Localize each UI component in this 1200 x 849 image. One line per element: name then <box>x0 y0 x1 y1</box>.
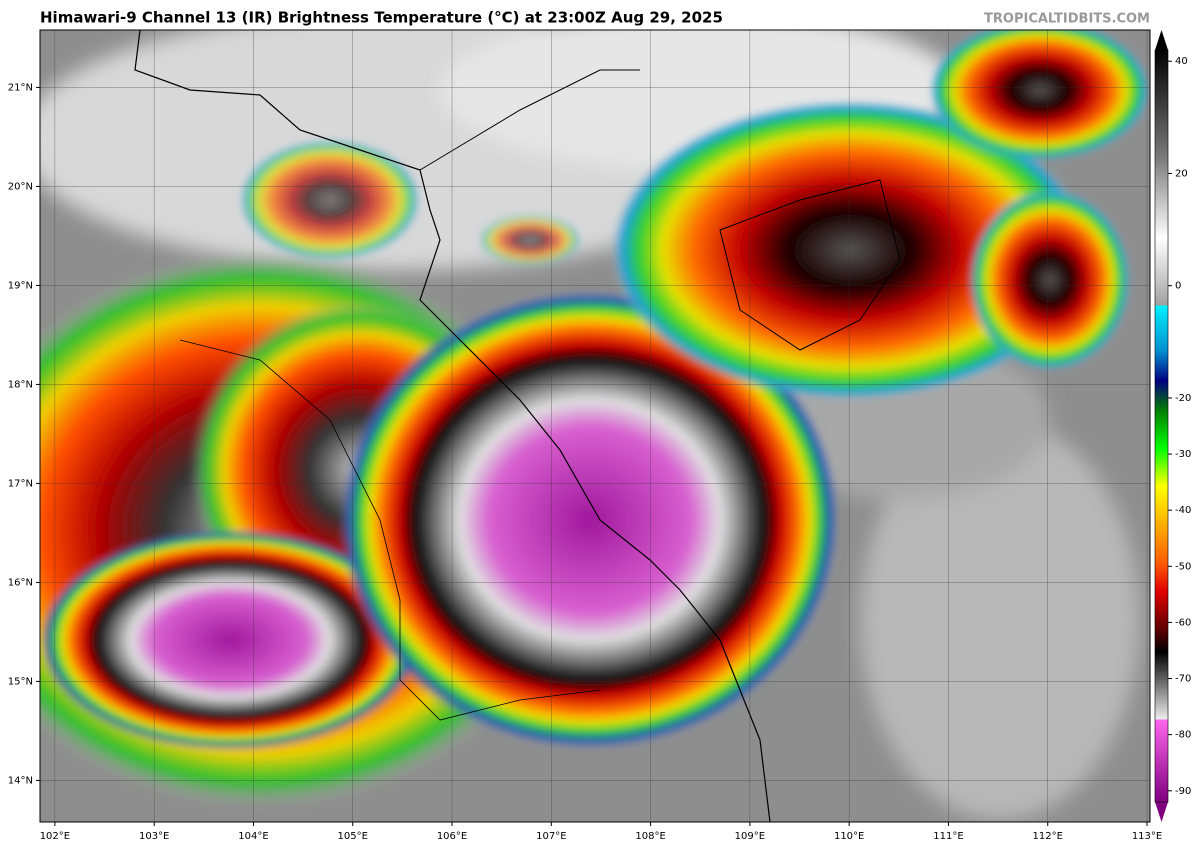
colorbar-tick-label: -90 <box>1175 786 1191 797</box>
lon-tick-label: 111°E <box>933 831 963 842</box>
lon-tick-label: 109°E <box>735 831 765 842</box>
lon-tick-label: 105°E <box>338 831 368 842</box>
colorbar-tick-label: -20 <box>1175 393 1191 404</box>
map-frame <box>39 29 1151 823</box>
lon-tick-label: 104°E <box>238 831 268 842</box>
colorbar-tick-label: -60 <box>1175 617 1191 628</box>
lat-tick-label: 16°N <box>8 577 33 588</box>
lat-tick-label: 15°N <box>8 676 33 687</box>
watermark: TROPICALTIDBITS.COM <box>984 12 1150 27</box>
colorbar-tick-label: -80 <box>1175 730 1191 741</box>
lon-tick-label: 110°E <box>834 831 864 842</box>
lon-tick-label: 106°E <box>437 831 467 842</box>
lon-tick-label: 113°E <box>1132 831 1162 842</box>
lat-tick-label: 14°N <box>8 775 33 786</box>
colorbar-tick-label: -40 <box>1175 505 1191 516</box>
lat-tick-label: 21°N <box>8 82 33 93</box>
lat-tick-label: 18°N <box>8 379 33 390</box>
lat-tick-label: 19°N <box>8 280 33 291</box>
lat-tick-label: 17°N <box>8 478 33 489</box>
colorbar: 40 20 0 -20 -30 -40 -50 -60 -70 -80 -90 <box>1154 30 1191 822</box>
title: Himawari-9 Channel 13 (IR) Brightness Te… <box>40 9 723 27</box>
colorbar-tick-label: -50 <box>1175 561 1191 572</box>
lon-tick-label: 103°E <box>139 831 169 842</box>
lon-tick-label: 108°E <box>635 831 665 842</box>
colorbar-tick-label: -30 <box>1175 449 1191 460</box>
colorbar-tick-label: 40 <box>1175 56 1188 67</box>
lon-tick-label: 112°E <box>1033 831 1063 842</box>
colorbar-tick-label: 20 <box>1175 168 1188 179</box>
satellite-image <box>40 30 1150 822</box>
colorbar-tick-label: 0 <box>1175 281 1181 292</box>
lat-tick-label: 20°N <box>8 181 33 192</box>
lon-tick-label: 102°E <box>40 831 70 842</box>
lon-tick-label: 107°E <box>536 831 566 842</box>
colorbar-tick-label: -70 <box>1175 674 1191 685</box>
